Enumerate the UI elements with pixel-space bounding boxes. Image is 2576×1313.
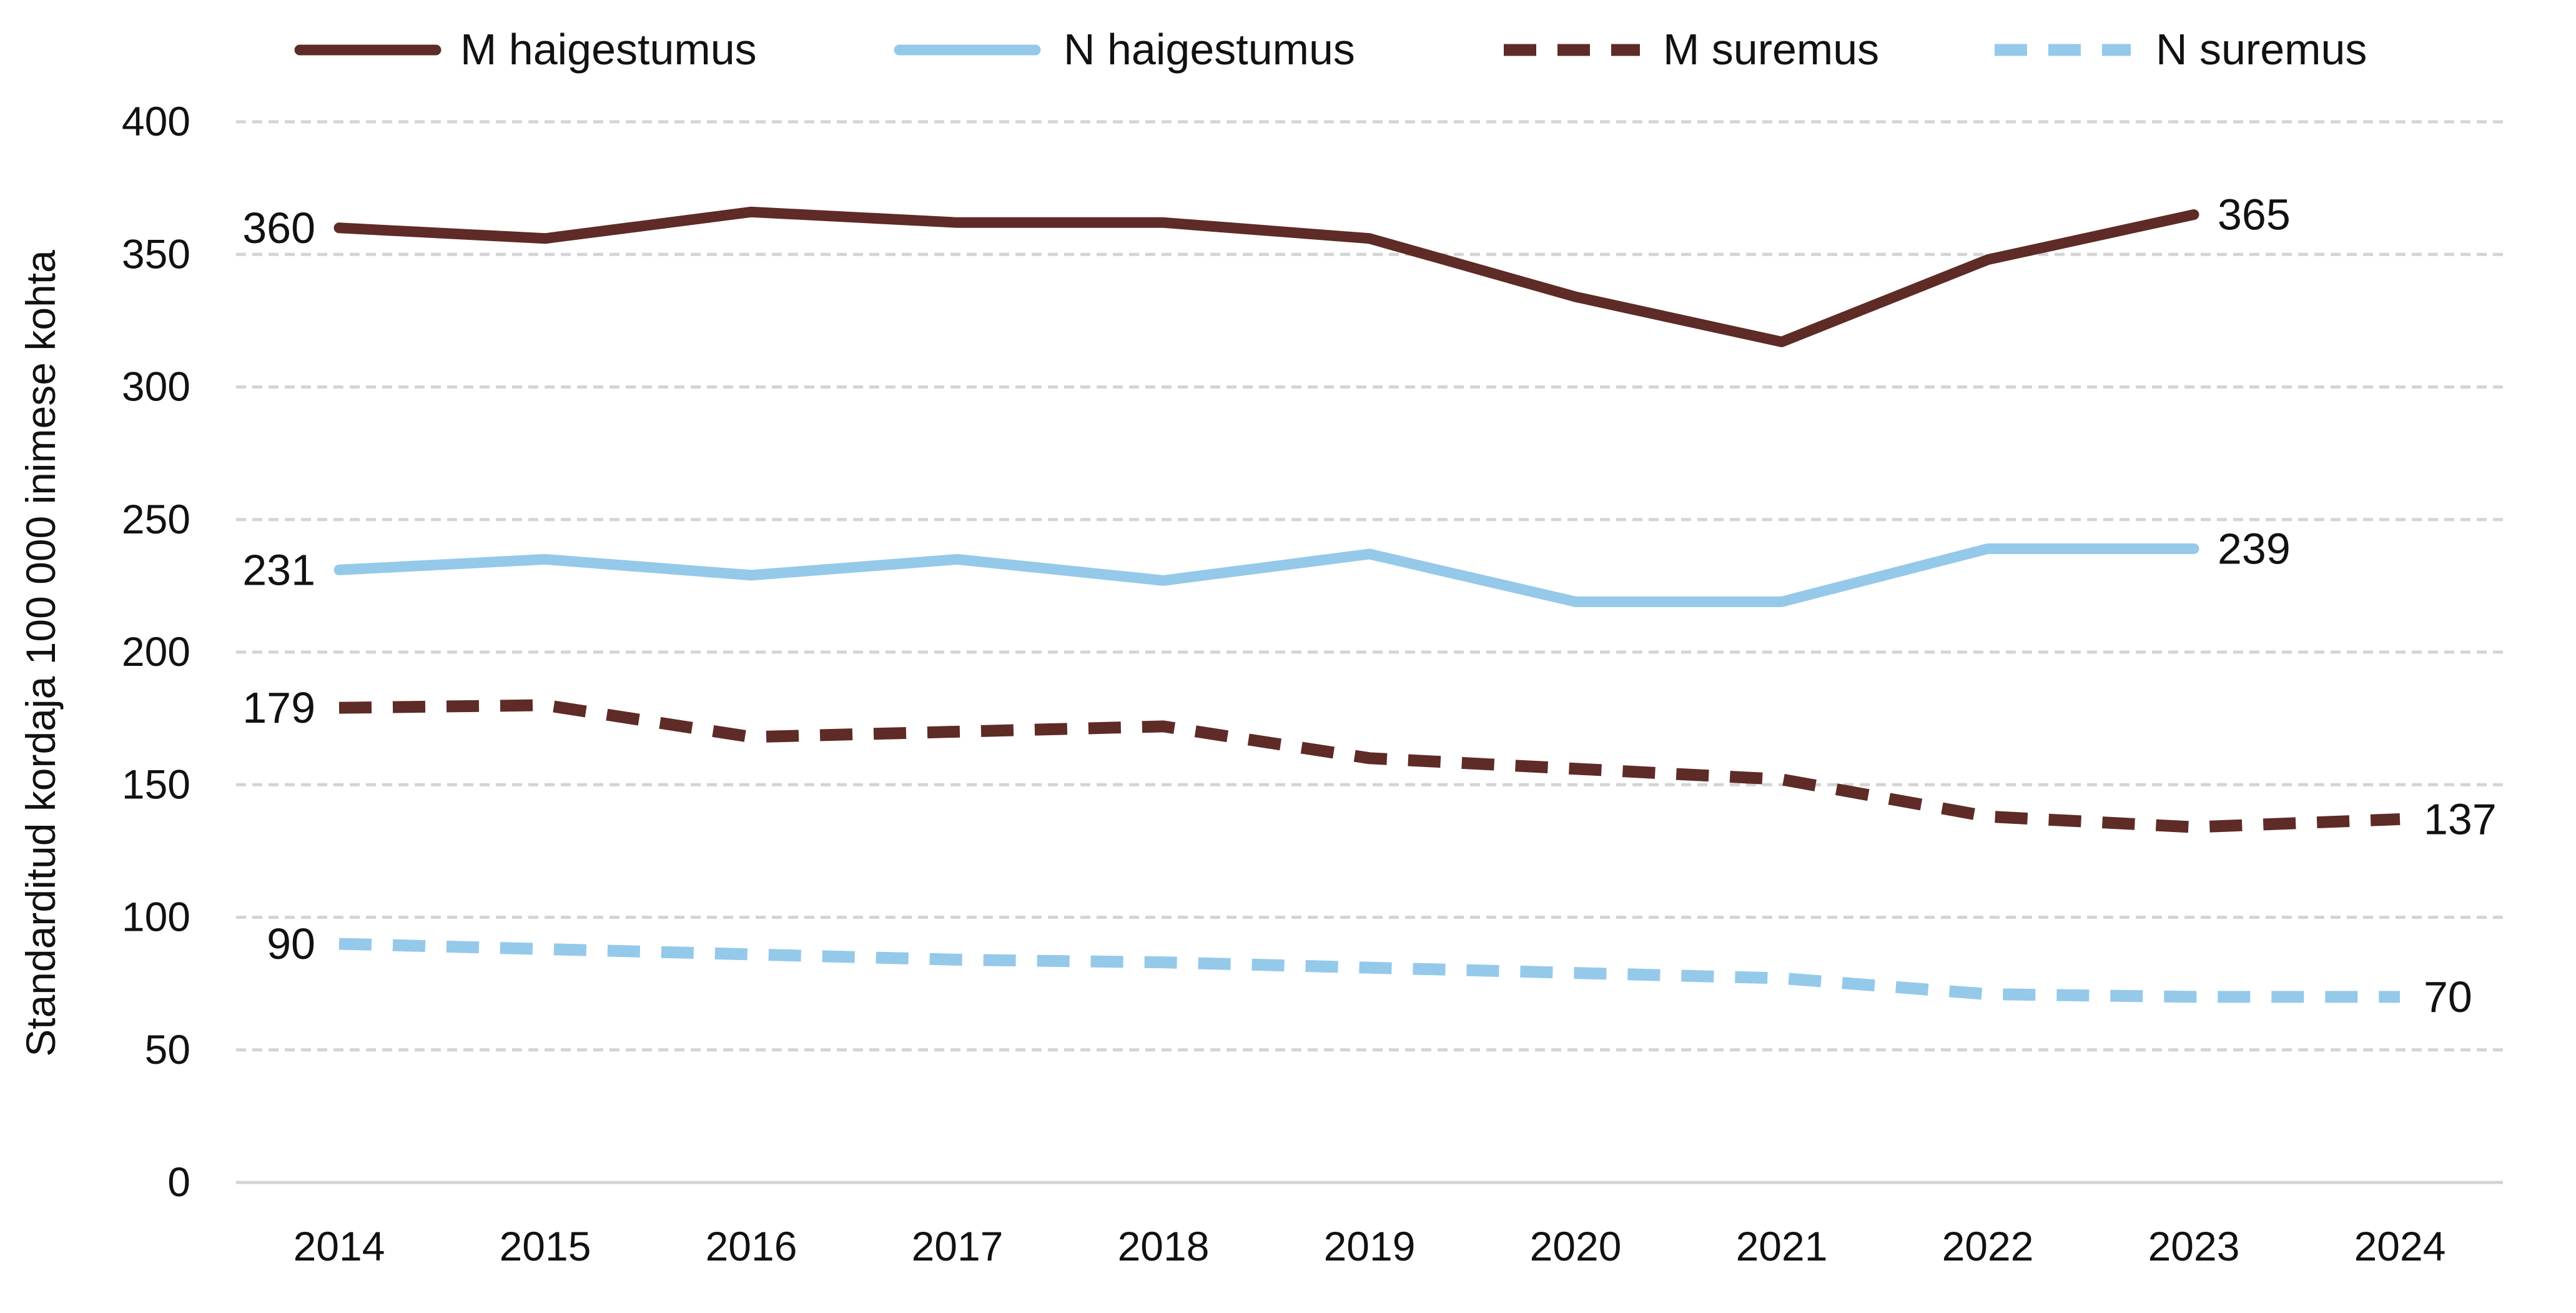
- y-tick-label: 200: [122, 628, 190, 675]
- y-tick-label: 150: [122, 761, 190, 807]
- x-tick-label: 2014: [294, 1223, 385, 1269]
- y-tick-label: 350: [122, 230, 190, 277]
- data-label: 137: [2424, 795, 2497, 843]
- x-tick-label: 2022: [1942, 1223, 2034, 1269]
- x-tick-label: 2019: [1324, 1223, 1416, 1269]
- x-tick-label: 2021: [1736, 1223, 1828, 1269]
- legend-label: M suremus: [1663, 25, 1879, 74]
- x-tick-label: 2016: [706, 1223, 797, 1269]
- series-lines: [333, 206, 2401, 1003]
- x-tick-label: 2018: [1118, 1223, 1210, 1269]
- data-label: 70: [2424, 973, 2472, 1021]
- data-label: 231: [242, 545, 315, 594]
- series-line-3: [338, 699, 2401, 833]
- y-tick-label: 0: [167, 1159, 190, 1205]
- legend-label: M haigestumus: [460, 25, 757, 74]
- data-labels: 360 365 231 239 179 137 90 70: [242, 191, 2497, 1021]
- legend-label: N haigestumus: [1063, 25, 1355, 74]
- y-tick-label: 250: [122, 496, 190, 542]
- y-axis-title: Standarditud kordaja 100 000 inimese koh…: [17, 250, 64, 1057]
- axes: 0 50 100 150 200 250 300 350 400 2014 2015 2016 2017…: [122, 98, 2503, 1269]
- data-label: 179: [242, 683, 315, 732]
- x-tick-label: 2017: [912, 1223, 1004, 1269]
- data-label: 360: [242, 204, 315, 252]
- y-tick-label: 100: [122, 894, 190, 940]
- x-tick-label: 2023: [2148, 1223, 2240, 1269]
- x-tick-label: 2024: [2354, 1223, 2446, 1269]
- series-line-2: [333, 543, 2199, 607]
- x-tick-label: 2020: [1530, 1223, 1622, 1269]
- y-tick-label: 400: [122, 98, 190, 144]
- data-label: 365: [2218, 191, 2291, 239]
- x-tick-label: 2015: [500, 1223, 591, 1269]
- y-tick-label: 300: [122, 364, 190, 410]
- legend: M haigestumus N haigestumus M suremus N sur…: [294, 25, 2367, 74]
- data-label: 90: [267, 919, 315, 968]
- data-label: 239: [2218, 524, 2291, 573]
- y-tick-label: 50: [145, 1026, 190, 1073]
- legend-label: N suremus: [2156, 25, 2367, 74]
- series-line-4: [338, 938, 2400, 1003]
- series-line-1: [333, 206, 2199, 347]
- grid-lines: [236, 120, 2503, 1052]
